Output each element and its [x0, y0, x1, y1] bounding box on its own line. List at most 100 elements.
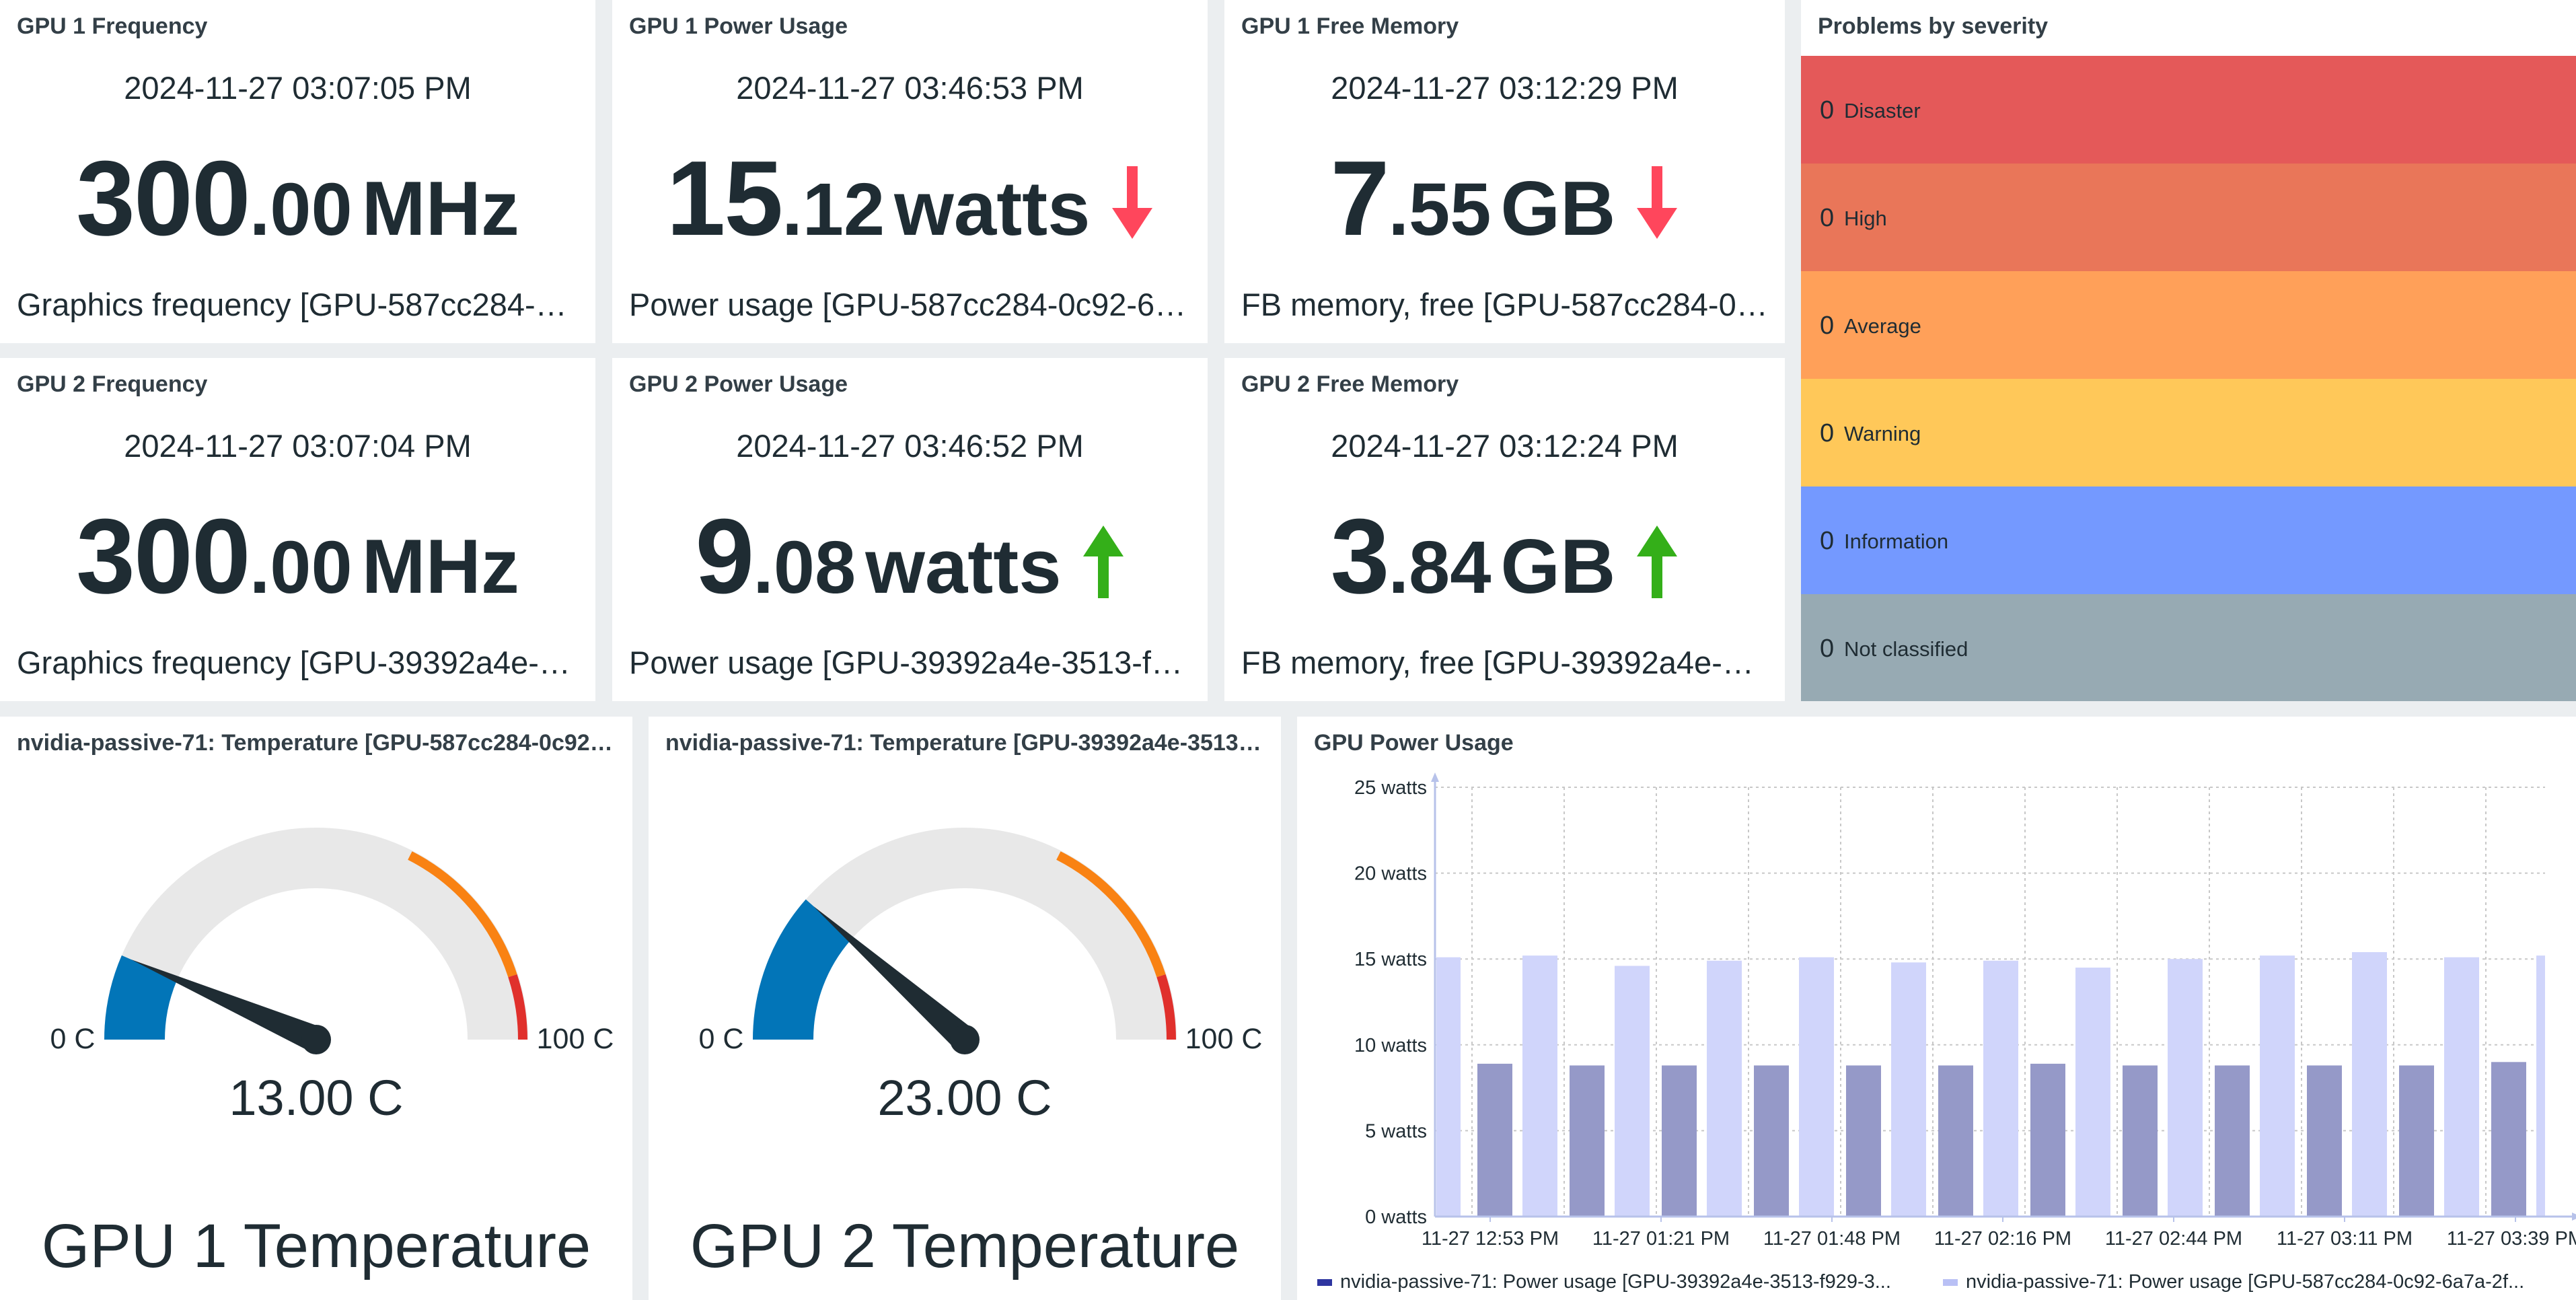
gauge-critical-band	[508, 974, 527, 1040]
severity-count: 0	[1820, 419, 1835, 447]
bar-series-2	[2536, 955, 2545, 1217]
value-integer: 9	[695, 497, 754, 616]
severity-count: 0	[1820, 635, 1835, 663]
bar-series-2	[1983, 960, 2018, 1217]
gauge-max-label: 100 C	[537, 1023, 614, 1055]
widget-gpu1-frequency[interactable]: GPU 1 Frequency 2024-11-27 03:07:05 PM 3…	[0, 0, 595, 343]
item-timestamp: 2024-11-27 03:07:04 PM	[124, 428, 472, 464]
bar-series-2-partial	[1436, 957, 1461, 1217]
value-integer: 7	[1330, 139, 1390, 258]
value-unit: MHz	[361, 524, 519, 610]
widget-title: GPU 2 Free Memory	[1241, 371, 1459, 397]
value-integer: 300	[76, 497, 251, 616]
legend-item-series-1[interactable]: nvidia-passive-71: Power usage [GPU-3939…	[1317, 1271, 1943, 1293]
severity-label: Disaster	[1844, 99, 1921, 122]
x-tick-label: 11-27 03:11 PM	[2277, 1228, 2413, 1250]
severity-row-high[interactable]: 0 High	[1801, 164, 2576, 271]
widget-gpu2-temperature-gauge[interactable]: nvidia-passive-71: Temperature [GPU-3939…	[649, 717, 1281, 1300]
value-unit: watts	[894, 166, 1091, 252]
bar-series-1	[2215, 1065, 2250, 1217]
arrow-up-icon	[1082, 524, 1125, 602]
bar-series-1	[2491, 1062, 2526, 1217]
bar-series-1	[2030, 1063, 2065, 1217]
widget-title: GPU 2 Power Usage	[629, 371, 848, 397]
widget-gpu2-free-memory[interactable]: GPU 2 Free Memory 2024-11-27 03:12:24 PM…	[1224, 358, 1785, 701]
gauge-needle-hub	[950, 1025, 980, 1054]
severity-row-not-classified[interactable]: 0 Not classified	[1801, 594, 2576, 701]
item-description: Power usage [GPU-39392a4e-3513-f929-3...	[629, 645, 1191, 680]
value-unit: MHz	[361, 166, 519, 252]
y-tick-label: 5 watts	[1365, 1120, 1427, 1142]
item-value: 3.84 GB	[1224, 496, 1785, 618]
severity-count: 0	[1820, 96, 1835, 124]
gauge-needle	[813, 906, 974, 1050]
bar-series-2	[2352, 951, 2387, 1217]
value-decimal: .55	[1388, 168, 1492, 251]
severity-count: 0	[1820, 204, 1835, 232]
item-value: 15.12 watts	[612, 138, 1208, 260]
value-integer: 300	[76, 139, 251, 258]
value-decimal: .00	[249, 526, 353, 609]
bar-series-2	[1891, 962, 1926, 1217]
widget-gpu1-power[interactable]: GPU 1 Power Usage 2024-11-27 03:46:53 PM…	[612, 0, 1208, 343]
arrow-up-icon	[1635, 524, 1679, 602]
x-tick-label: 11-27 03:39 PM	[2447, 1228, 2576, 1250]
severity-count: 0	[1820, 527, 1835, 555]
widget-gpu-power-usage-graph[interactable]: GPU Power Usage 0 watts 5 watts 10 watts 15…	[1297, 717, 2576, 1300]
legend-swatch	[1317, 1279, 1332, 1287]
gauge-warning-band	[408, 851, 517, 978]
value-decimal: .00	[249, 168, 353, 251]
item-description: FB memory, free [GPU-39392a4e-3513-f929-…	[1241, 645, 1768, 680]
gauge-needle-hub	[301, 1025, 331, 1054]
y-tick-label: 0 watts	[1365, 1206, 1427, 1228]
gauge: 0 C 100 C 23.00 C	[699, 828, 1262, 1126]
bar-series-2	[2075, 967, 2110, 1217]
item-value: 300.00 MHz	[0, 138, 595, 260]
item-description: FB memory, free [GPU-587cc284-0c92-6a7a-…	[1241, 287, 1768, 322]
item-timestamp: 2024-11-27 03:12:29 PM	[1331, 70, 1679, 106]
gauge-value-arc	[753, 899, 852, 1040]
widget-gpu1-free-memory[interactable]: GPU 1 Free Memory 2024-11-27 03:12:29 PM…	[1224, 0, 1785, 343]
gauge-warning-band	[1056, 851, 1166, 978]
severity-count: 0	[1820, 312, 1835, 340]
severity-label: Average	[1844, 314, 1921, 338]
bar-series-2	[1615, 966, 1650, 1217]
widget-gpu2-frequency[interactable]: GPU 2 Frequency 2024-11-27 03:07:04 PM 3…	[0, 358, 595, 701]
gauge-needle	[131, 959, 322, 1052]
widget-title: GPU 2 Frequency	[17, 371, 208, 397]
bar-series-1	[1846, 1065, 1881, 1217]
gauge-value-label: 23.00 C	[877, 1070, 1052, 1126]
widget-problems-by-severity[interactable]: Problems by severity 0 Disaster 0 High 0…	[1801, 0, 2576, 701]
severity-row-warning[interactable]: 0 Warning	[1801, 379, 2576, 486]
gauge-name: GPU 2 Temperature	[690, 1212, 1240, 1280]
value-integer: 3	[1330, 497, 1390, 616]
widget-title: GPU 1 Power Usage	[629, 13, 848, 39]
gauge-name: GPU 1 Temperature	[41, 1212, 591, 1280]
legend-item-series-2[interactable]: nvidia-passive-71: Power usage [GPU-587c…	[1943, 1271, 2569, 1293]
widget-gpu1-temperature-gauge[interactable]: nvidia-passive-71: Temperature [GPU-587c…	[0, 717, 632, 1300]
bar-series-1	[1662, 1065, 1697, 1217]
y-axis-arrow	[1431, 772, 1439, 782]
item-timestamp: 2024-11-27 03:46:53 PM	[736, 70, 1084, 106]
severity-row-average[interactable]: 0 Average	[1801, 271, 2576, 379]
severity-row-information[interactable]: 0 Information	[1801, 486, 2576, 594]
item-description: Graphics frequency [GPU-587cc284-0c92-6a…	[17, 287, 579, 322]
x-axis-arrow	[2572, 1213, 2576, 1221]
bar-chart: 0 watts 5 watts 10 watts 15 watts 20 watts 25…	[1354, 772, 2576, 1250]
gauge-min-label: 0 C	[50, 1023, 96, 1055]
x-tick-label: 11-27 02:16 PM	[1934, 1228, 2071, 1250]
bar-series-2	[2168, 959, 2203, 1217]
bar-series-1	[1477, 1063, 1512, 1217]
legend-label: nvidia-passive-71: Power usage [GPU-3939…	[1340, 1271, 1891, 1293]
widget-title: GPU 1 Frequency	[17, 13, 208, 39]
x-tick-label: 11-27 02:44 PM	[2105, 1228, 2242, 1250]
bar-series-2	[2260, 955, 2295, 1217]
bar-series-2	[1707, 960, 1742, 1217]
gauge-value-label: 13.00 C	[229, 1070, 403, 1126]
severity-row-disaster[interactable]: 0 Disaster	[1801, 56, 2576, 164]
severity-label: Warning	[1844, 422, 1921, 445]
gauge-critical-band	[1156, 974, 1176, 1040]
item-value: 300.00 MHz	[0, 496, 595, 618]
value-integer: 15	[666, 139, 783, 258]
widget-gpu2-power[interactable]: GPU 2 Power Usage 2024-11-27 03:46:52 PM…	[612, 358, 1208, 701]
